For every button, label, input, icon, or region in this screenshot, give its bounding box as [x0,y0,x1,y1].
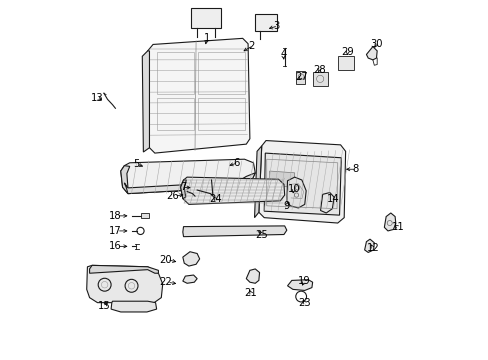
Polygon shape [180,177,284,204]
Polygon shape [286,177,305,208]
Polygon shape [364,239,373,252]
Polygon shape [89,265,158,273]
Polygon shape [287,280,312,291]
Polygon shape [142,51,149,152]
Polygon shape [268,171,294,187]
Polygon shape [183,275,197,283]
Bar [296,71,305,84]
Bar [312,72,327,86]
Polygon shape [180,180,186,199]
Text: 16: 16 [109,241,122,251]
Text: 26: 26 [166,191,179,201]
Bar [255,14,277,31]
Text: 23: 23 [298,298,310,308]
Polygon shape [384,213,395,231]
Text: 18: 18 [109,211,122,221]
Bar [156,98,193,130]
Polygon shape [121,166,129,194]
Text: 6: 6 [233,158,239,168]
Polygon shape [147,39,249,153]
Polygon shape [86,265,163,303]
Polygon shape [111,301,156,312]
Text: 25: 25 [255,230,267,239]
Bar [198,51,244,94]
Text: 28: 28 [312,64,325,75]
Polygon shape [254,146,261,218]
Text: 8: 8 [351,164,358,174]
Polygon shape [183,252,199,266]
Bar [156,51,193,94]
Polygon shape [320,193,333,213]
Text: 7: 7 [180,182,186,192]
Text: 2: 2 [247,41,254,50]
Polygon shape [121,159,255,194]
Polygon shape [366,46,376,60]
Text: 29: 29 [341,46,353,57]
Bar [190,8,221,28]
Text: 17: 17 [109,226,122,236]
Text: 4: 4 [280,49,286,59]
Polygon shape [264,153,341,215]
Text: 22: 22 [159,277,172,287]
Text: 1: 1 [203,33,210,43]
Text: 21: 21 [244,288,257,298]
Text: 10: 10 [287,184,300,194]
Text: 14: 14 [326,194,339,204]
Polygon shape [258,140,345,223]
Text: 15: 15 [97,301,110,311]
Text: 3: 3 [273,21,279,31]
Text: 11: 11 [391,222,404,232]
Text: 5: 5 [133,159,139,169]
Text: 24: 24 [208,194,221,204]
Text: 27: 27 [294,72,307,82]
Polygon shape [246,269,259,283]
Text: 13: 13 [90,93,103,103]
Bar [141,213,149,219]
Bar [198,98,244,130]
Polygon shape [124,173,255,194]
Text: 12: 12 [366,243,379,253]
Text: 30: 30 [369,40,382,49]
Polygon shape [183,226,286,237]
Text: 19: 19 [298,276,310,286]
Text: 9: 9 [283,201,289,211]
Text: 20: 20 [159,255,172,265]
Bar [338,56,353,69]
